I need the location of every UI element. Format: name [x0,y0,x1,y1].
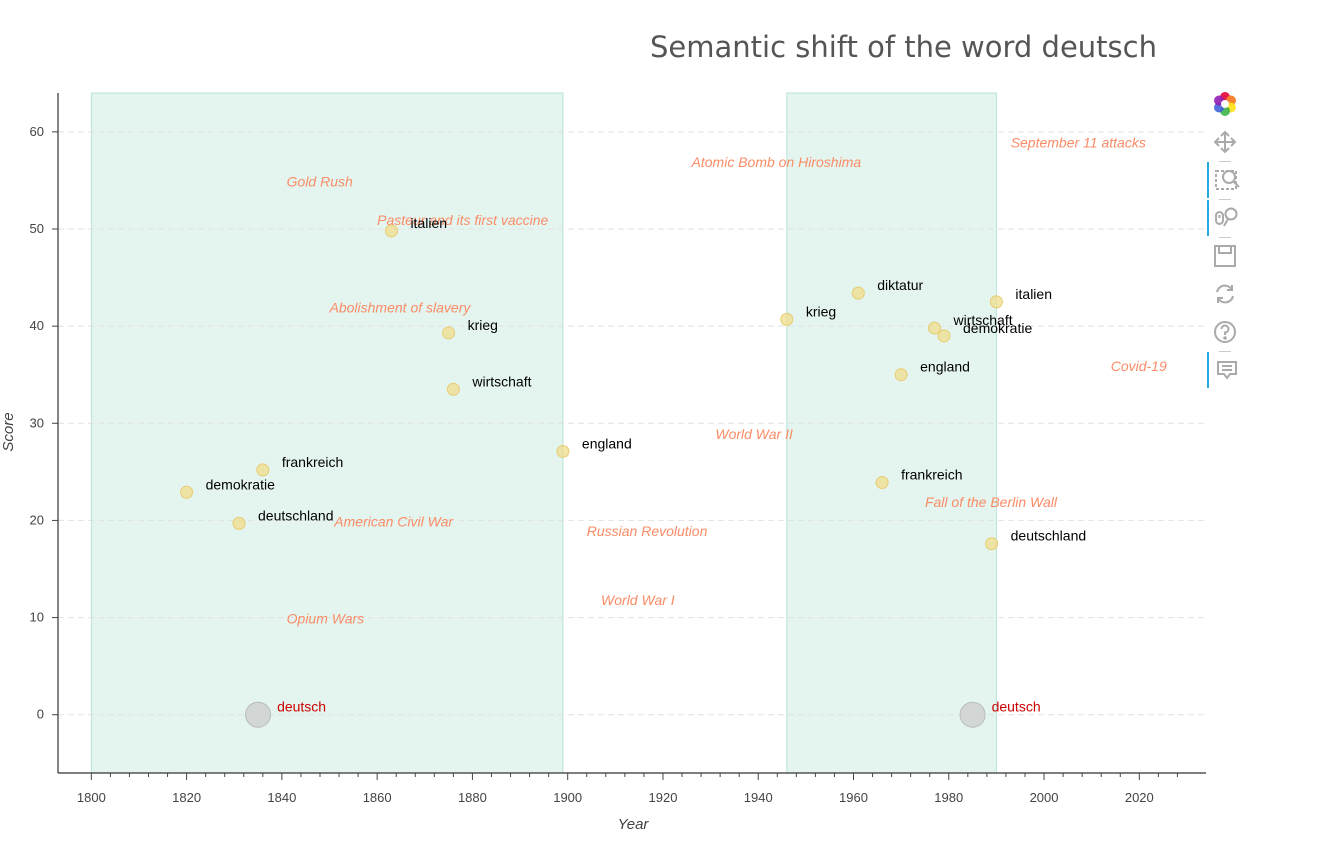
point-label: deutschland [1011,528,1087,544]
data-point[interactable] [556,444,570,458]
point-label: krieg [468,317,498,333]
x-tick-label: 1840 [267,790,296,805]
hover-tool-button[interactable] [1207,352,1245,388]
y-tick-label: 10 [30,610,44,625]
point-label: england [920,359,970,375]
point-labels: deutsch deutsch italien krieg wirtschaft engl… [206,215,1087,715]
event-label: September 11 attacks [1011,134,1146,150]
chart-title: Semantic shift of the word deutsch [650,30,1157,64]
bokeh-logo-button [1207,86,1243,122]
event-label: Abolishment of slavery [329,300,472,316]
period-bands [90,92,997,774]
toolbar-separator [1219,161,1231,162]
x-tick-label: 1880 [458,790,487,805]
y-tick-label: 0 [37,707,44,722]
event-label: Covid-19 [1111,358,1167,374]
point-label: diktatur [877,277,923,293]
box-zoom-tool-button[interactable] [1207,162,1245,198]
data-point[interactable] [256,463,270,477]
target-point[interactable] [245,701,272,728]
axes: 0 10 20 30 40 50 60 1800 1820 1840 1860 1880 1900 192… [30,93,1206,805]
point-label: england [582,435,632,451]
y-tick-label: 30 [30,415,44,430]
box-zoom-tool-icon [1214,167,1240,193]
data-point[interactable] [180,485,194,499]
x-tick-label: 2000 [1030,790,1059,805]
x-tick-label: 1920 [649,790,678,805]
x-tick-label: 1900 [553,790,582,805]
period-band [90,92,564,774]
bokeh-logo-icon [1212,91,1238,117]
point-label: wirtschaft [952,312,1012,328]
data-point[interactable] [232,516,246,530]
point-label: italien [410,215,447,231]
data-point[interactable] [446,382,460,396]
data-point[interactable] [384,224,398,238]
data-point[interactable] [937,329,951,343]
data-point[interactable] [989,295,1003,309]
data-point[interactable] [875,476,889,490]
point-label: frankreich [901,467,962,483]
event-label: American Civil War [333,513,454,529]
point-label: wirtschaft [471,373,531,389]
reset-tool-icon [1212,281,1238,307]
event-label: Atomic Bomb on Hiroshima [691,154,862,170]
x-tick-label: 1820 [172,790,201,805]
data-point[interactable] [442,326,456,340]
point-label: frankreich [282,454,343,470]
event-label: Fall of the Berlin Wall [925,494,1058,510]
data-points[interactable] [180,224,1003,728]
event-annotations: September 11 attacks Atomic Bomb on Hiros… [287,134,1167,626]
y-tick-label: 60 [30,124,44,139]
wheel-zoom-tool-button[interactable] [1207,200,1245,236]
save-tool-button[interactable] [1207,238,1243,274]
data-point[interactable] [894,368,908,382]
event-label: World War I [601,592,675,608]
x-tick-label: 1940 [744,790,773,805]
data-point[interactable] [851,286,865,300]
toolbar-separator [1219,199,1231,200]
x-tick-label: 1800 [77,790,106,805]
toolbar-separator [1219,351,1231,352]
point-label: demokratie [206,476,275,492]
hover-tool-icon [1214,357,1240,383]
reset-tool-button[interactable] [1207,276,1243,312]
target-label: deutsch [277,699,326,715]
point-label: demokratie [963,320,1032,336]
period-band [786,92,997,774]
x-tick-label: 1980 [934,790,963,805]
x-tick-label: 2020 [1125,790,1154,805]
help-tool-icon [1212,319,1238,345]
data-point[interactable] [927,321,941,335]
point-label: krieg [806,303,836,319]
target-point[interactable] [959,701,986,728]
x-tick-label: 1960 [839,790,868,805]
wheel-zoom-tool-icon [1214,205,1240,231]
toolbar-separator [1219,237,1231,238]
y-tick-label: 20 [30,512,44,527]
x-tick-label: 1860 [363,790,392,805]
pan-tool-icon [1212,129,1238,155]
point-label: italien [1015,286,1052,302]
data-point[interactable] [985,537,999,551]
x-axis-label: Year [618,816,650,833]
point-label: deutschland [258,507,334,523]
save-tool-icon [1212,243,1238,269]
target-label: deutsch [992,699,1041,715]
y-tick-label: 50 [30,221,44,236]
event-label: Pasteur and its first vaccine [377,212,548,228]
y-axis-label: Score [0,412,17,451]
event-label: World War II [715,426,793,442]
event-label: Opium Wars [287,610,365,626]
y-tick-label: 40 [30,318,44,333]
event-label: Russian Revolution [587,523,708,539]
pan-tool-button[interactable] [1207,124,1243,160]
help-tool-button[interactable] [1207,314,1243,350]
data-point[interactable] [780,312,794,326]
event-label: Gold Rush [287,173,353,189]
